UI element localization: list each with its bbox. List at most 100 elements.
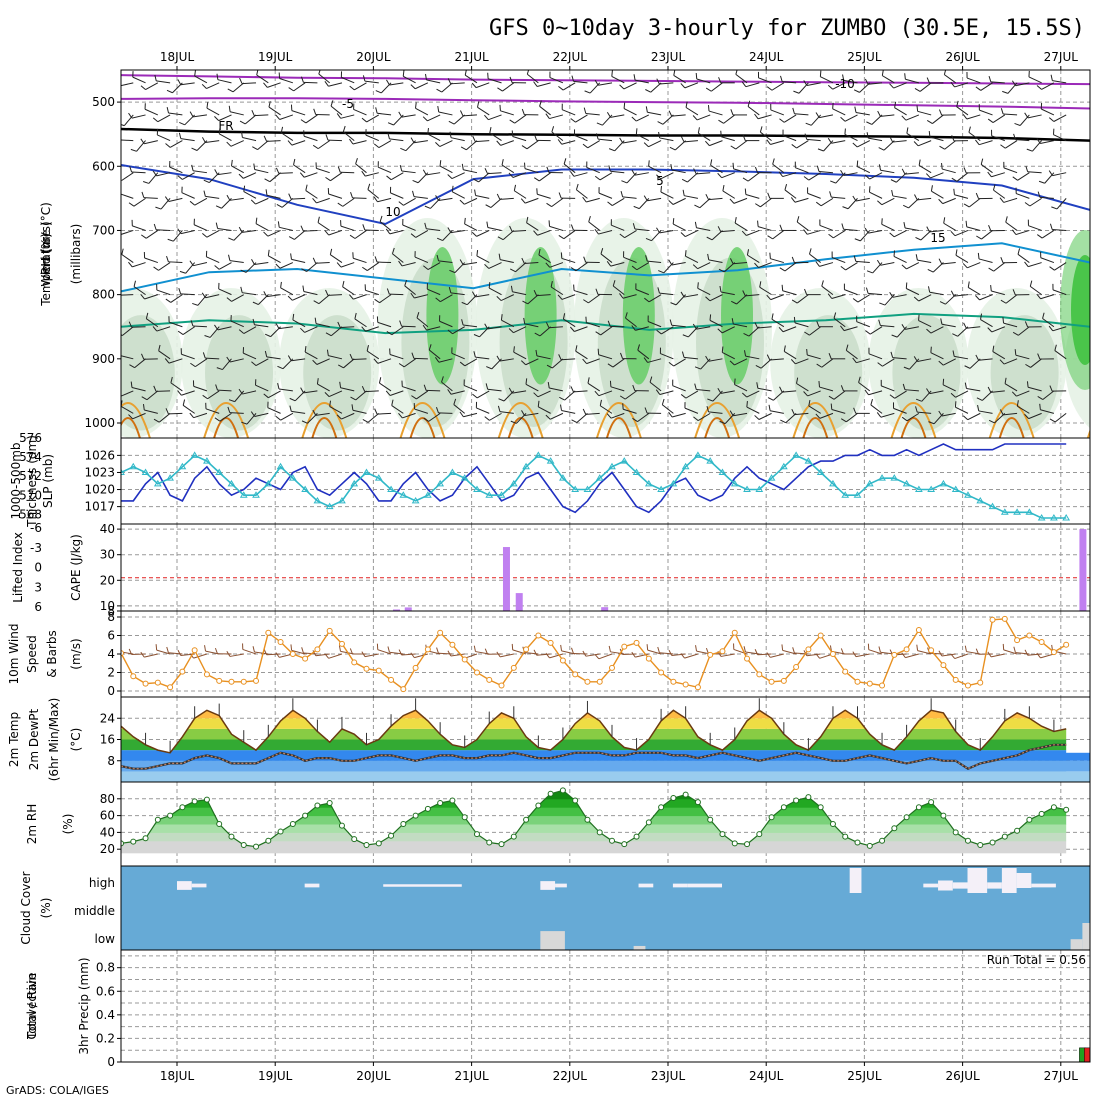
wind-barb-flag [498,398,505,402]
wind-barb [121,198,122,199]
wind-barb-flag [121,248,124,255]
wind-barb [585,412,600,415]
rh-point [1014,827,1021,834]
slp-marker [325,502,334,510]
rh-point [191,798,198,805]
wind-barb-flag [992,345,995,352]
rh-shade [121,315,175,431]
wind-barb [844,289,858,296]
wind-barb [131,171,146,174]
wind-barb-flag [791,299,798,304]
credit-label: GrADS: COLA/IGES [6,1084,109,1097]
wind-barb-flag [877,110,881,117]
wind-barb-flag [766,294,772,300]
wind-barb [426,172,441,176]
wind-barb-flag [793,90,800,94]
wind-barb-flag [619,137,624,144]
date-label-top: 27JUL [1044,50,1079,64]
wind-barb-flag [571,419,578,424]
wind-barb-flag [1036,85,1042,90]
wind-barb-flag [889,136,894,143]
wind-barb [427,288,441,296]
wind-barb [747,106,760,116]
wind-barb-flag [570,224,574,231]
rh-point [228,833,235,840]
wind-barb [291,140,306,146]
wind-barb-flag [569,171,575,177]
wind-barb-flag [631,116,637,122]
wind-barb [696,172,711,175]
wind-barb [661,326,674,335]
wind-barb-flag [337,364,344,369]
wind-barb-flag [447,78,452,85]
wind-barb-flag [731,318,734,325]
wind-barb [588,294,601,304]
wind-barb [413,140,428,144]
wind-barb [598,653,613,660]
wind-barb [279,262,294,269]
rh-point [302,812,309,819]
wind-barb-flag [312,359,318,365]
wind-barb-flag [387,122,394,126]
isotherm-warm [595,402,642,438]
wind-barb [475,194,490,199]
wind-barb [525,383,539,392]
wind-barb-flag [375,90,382,94]
wind-speed-point [694,684,701,691]
rh-band [121,798,1067,808]
rh-point [437,800,444,806]
wind-barb-flag [386,175,392,181]
wind-barb-flag [707,398,714,402]
wind-barb-flag [313,108,317,115]
wind-barb [327,294,342,296]
wind-barb [990,81,1005,84]
wind-barb [993,189,1006,199]
wind-barb-flag [399,165,403,172]
wind-barb [234,390,245,402]
slp-marker [387,485,395,493]
wind-barb [660,353,674,360]
wind-barb [651,230,662,242]
ylabel-wind10m-3: (m/s) [69,638,83,669]
wind-barb [969,358,981,369]
slp-marker [374,474,383,481]
rh-point [203,796,210,803]
wind-barb [463,384,478,392]
wind-barb [551,197,564,207]
wind-barb-flag [434,357,440,363]
wind-barb [389,354,404,360]
wind-barb-flag [301,268,307,272]
wind-barb [342,286,355,296]
wind-barb [217,79,232,84]
wind-barb [709,294,723,302]
wind-barb-flag [337,202,344,207]
wind-barb-flag [719,420,726,425]
wind-barb [539,326,551,337]
date-label-top: 26JUL [945,50,980,64]
ytick-label: 0 [107,684,115,698]
wind-barb [806,653,821,657]
wind-barb [709,319,723,328]
wind-barb-flag [329,400,332,407]
wind-barb-flag [815,653,821,659]
wind-barb-flag [964,382,967,389]
wind-barb-flag [153,418,160,423]
wind-barb-flag [741,392,748,398]
wind-barb [168,321,183,328]
wind-barb [475,294,490,298]
wind-barb [696,78,711,84]
wind-barb [144,140,158,145]
wind-barb-flag [784,184,788,191]
wind-barb-flag [496,193,501,200]
wind-barb [281,197,294,208]
wind-barb-flag [476,249,479,257]
wind-barb-flag [378,377,382,384]
wind-barb-flag [264,178,271,183]
wind-speed-point [412,664,419,671]
isotherm--5 [121,97,1090,110]
wind-barb [832,108,846,116]
wind-barb-flag [435,407,439,414]
wind-barb-flag [152,117,159,123]
slp-marker [313,496,322,504]
wind-barb-flag [461,163,464,170]
